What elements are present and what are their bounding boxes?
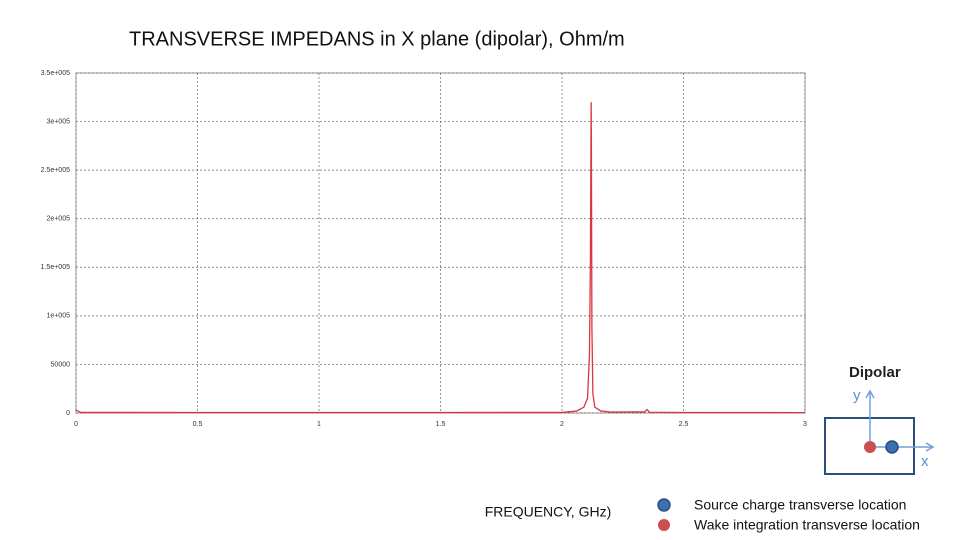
x-tick-label: 0	[74, 421, 78, 428]
legend-marker	[658, 519, 670, 531]
x-tick-label: 1.5	[436, 421, 446, 428]
y-tick-label: 3.5e+005	[41, 70, 70, 77]
data-line	[75, 102, 806, 414]
x-axis-name: x	[921, 453, 929, 470]
y-axis-label: y	[853, 387, 861, 404]
x-tick-label: 3	[803, 421, 807, 428]
y-arrowhead	[865, 389, 875, 399]
legend-label: Source charge transverse location	[694, 497, 906, 513]
chart-title: TRANSVERSE IMPEDANS in X plane (dipolar)…	[129, 28, 625, 50]
x-tick-label: 1	[317, 421, 321, 428]
y-tick-label: 1e+005	[46, 313, 70, 320]
y-tick-label: 2e+005	[46, 216, 70, 223]
y-tick-label: 2.5e+005	[41, 167, 70, 174]
source-point	[885, 440, 899, 454]
x-arrowhead	[925, 442, 935, 452]
y-tick-label: 3e+005	[46, 118, 70, 125]
y-tick-label: 50000	[51, 361, 71, 368]
x-tick-label: 2	[560, 421, 564, 428]
y-tick-label: 1.5e+005	[41, 264, 70, 271]
wake-point	[864, 441, 876, 453]
y-tick-label: 0	[66, 410, 70, 417]
legend-title: Dipolar	[849, 364, 901, 381]
legend-marker	[657, 498, 671, 512]
x-tick-label: 0.5	[193, 421, 203, 428]
x-axis-label: FREQUENCY, GHz)	[485, 504, 612, 520]
x-tick-label: 2.5	[679, 421, 689, 428]
legend-label: Wake integration transverse location	[694, 517, 920, 533]
